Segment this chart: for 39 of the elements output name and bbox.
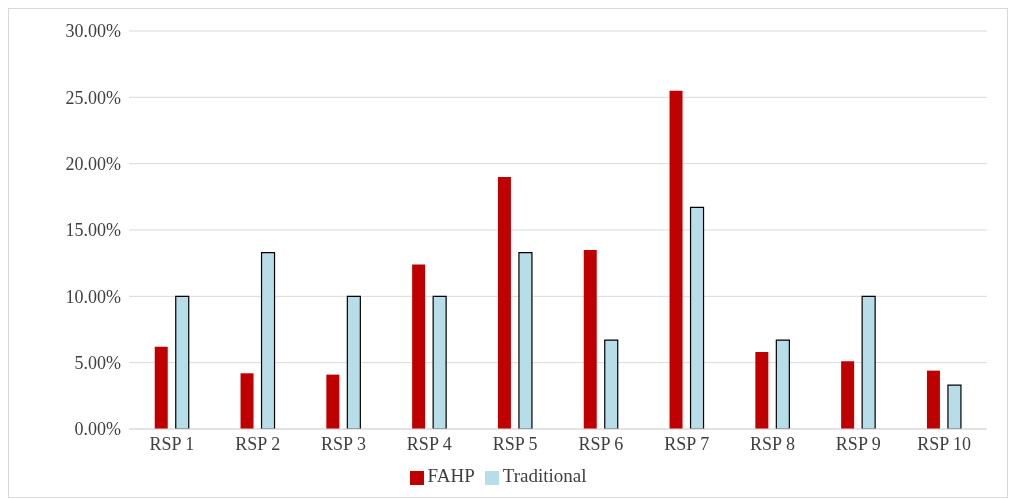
y-tick-label: 10.00% <box>65 286 121 307</box>
bar <box>412 264 426 429</box>
y-tick-label: 15.00% <box>65 220 121 241</box>
bar <box>669 90 683 429</box>
x-tick-label: RSP 4 <box>406 433 452 454</box>
bar <box>518 251 533 429</box>
y-tick-label: 30.00% <box>65 21 121 42</box>
bar <box>947 384 962 429</box>
bar <box>861 295 876 429</box>
bar <box>497 176 511 429</box>
bar <box>583 249 597 429</box>
x-tick-label: RSP 5 <box>492 433 538 454</box>
x-tick-label: RSP 2 <box>235 433 281 454</box>
y-tick-label: 20.00% <box>65 154 121 175</box>
bar <box>240 373 254 429</box>
bar <box>755 352 769 429</box>
y-tick-label: 25.00% <box>65 87 121 108</box>
x-tick-label: RSP 1 <box>149 433 195 454</box>
bar <box>326 374 340 429</box>
x-tick-label: RSP 3 <box>321 433 366 454</box>
bar <box>432 295 447 429</box>
bar <box>260 251 276 429</box>
x-tick-label: RSP 10 <box>917 433 972 454</box>
x-tick-label: RSP 8 <box>750 433 795 454</box>
x-tick-label: RSP 6 <box>578 433 624 454</box>
y-tick-label: 5.00% <box>74 353 121 374</box>
bar <box>841 361 855 429</box>
legend-label: Traditional <box>502 465 587 486</box>
legend-label: FAHP <box>427 465 475 486</box>
y-tick-label: 0.00% <box>74 419 121 440</box>
bar <box>604 339 619 429</box>
bar <box>689 206 705 429</box>
bar <box>175 295 190 429</box>
bar <box>346 295 361 429</box>
x-tick-label: RSP 9 <box>835 433 881 454</box>
bar <box>154 346 168 429</box>
x-tick-label: RSP 7 <box>664 433 710 454</box>
bar <box>775 339 790 429</box>
bar <box>926 370 940 429</box>
